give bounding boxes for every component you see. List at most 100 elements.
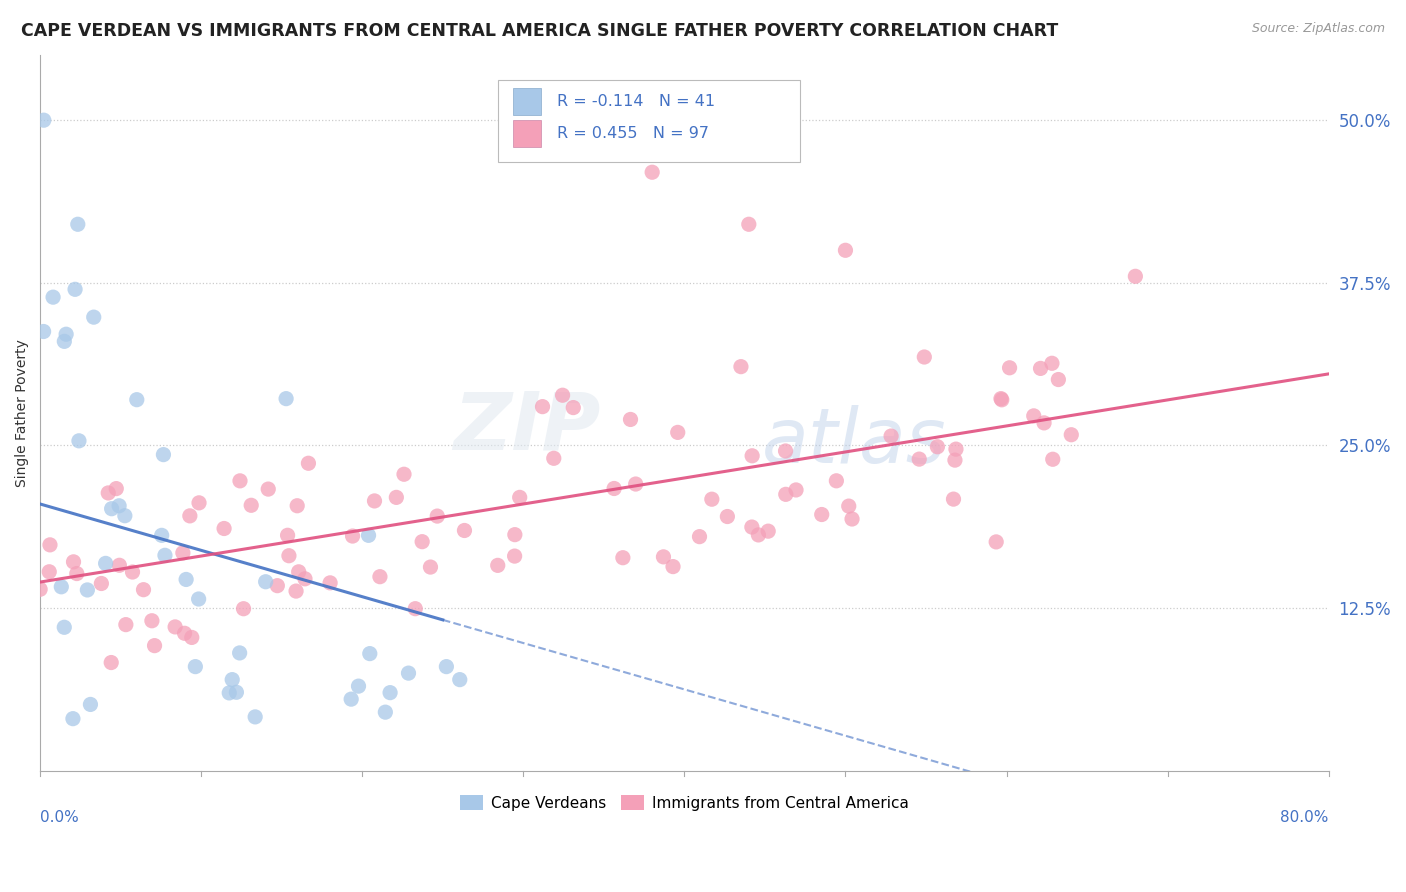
Point [398, 666, 420, 681]
Point [62, 712, 84, 726]
Point [666, 425, 689, 440]
Point [942, 492, 965, 507]
Point [741, 449, 763, 463]
Point [229, 474, 252, 488]
Point [39, 538, 62, 552]
Text: ZIP: ZIP [453, 388, 600, 467]
Point [652, 549, 675, 564]
Point [357, 528, 380, 542]
Point [756, 524, 779, 538]
Point [363, 494, 385, 508]
Point [285, 499, 308, 513]
Point [825, 474, 848, 488]
Point [385, 491, 408, 505]
Point [67, 434, 90, 448]
Point [94, 557, 117, 571]
Point [63, 282, 86, 296]
Point [53, 620, 76, 634]
Point [174, 573, 197, 587]
Text: R = -0.114   N = 41: R = -0.114 N = 41 [557, 95, 714, 109]
Point [240, 498, 263, 512]
Point [662, 559, 685, 574]
Point [90, 576, 112, 591]
Point [943, 453, 966, 467]
Point [374, 705, 396, 719]
Point [141, 614, 163, 628]
Point [165, 620, 187, 634]
Point [180, 631, 202, 645]
Point [1125, 269, 1147, 284]
Y-axis label: Single Father Poverty: Single Father Poverty [15, 339, 30, 487]
Point [359, 647, 381, 661]
Point [76, 582, 98, 597]
Point [53, 334, 76, 349]
Point [378, 686, 401, 700]
Point [218, 686, 240, 700]
Point [503, 527, 526, 541]
Point [991, 392, 1014, 407]
Point [257, 482, 280, 496]
Point [232, 601, 254, 615]
Point [225, 685, 247, 699]
Point [486, 558, 509, 573]
Point [619, 412, 641, 426]
Point [1060, 427, 1083, 442]
Point [908, 452, 931, 467]
Point [114, 508, 136, 523]
Point [562, 401, 585, 415]
Point [212, 521, 235, 535]
Point [880, 429, 903, 443]
Point [277, 549, 299, 563]
Point [1029, 361, 1052, 376]
Point [108, 558, 131, 573]
Point [1047, 372, 1070, 386]
Point [66, 566, 89, 581]
Point [132, 582, 155, 597]
Point [285, 584, 308, 599]
Point [834, 244, 856, 258]
Text: R = 0.455   N = 97: R = 0.455 N = 97 [557, 127, 709, 141]
Point [97, 486, 120, 500]
Point [100, 656, 122, 670]
Point [83, 310, 105, 325]
Point [912, 350, 935, 364]
Point [368, 570, 391, 584]
Point [434, 659, 457, 673]
Point [152, 448, 174, 462]
Point [172, 546, 194, 560]
Point [287, 565, 309, 579]
Point [125, 392, 148, 407]
FancyBboxPatch shape [513, 88, 541, 115]
Point [1022, 409, 1045, 423]
Point [42, 290, 65, 304]
Point [747, 528, 769, 542]
Point [411, 534, 433, 549]
Point [986, 535, 1008, 549]
Point [100, 501, 122, 516]
Point [294, 572, 316, 586]
Point [347, 679, 370, 693]
Point [841, 512, 863, 526]
FancyBboxPatch shape [498, 80, 800, 162]
Point [1040, 356, 1063, 370]
Point [426, 509, 449, 524]
Point [254, 574, 277, 589]
Point [62, 555, 84, 569]
Point [716, 509, 738, 524]
Text: 0.0%: 0.0% [41, 810, 79, 825]
Point [641, 165, 664, 179]
Point [277, 528, 299, 542]
Point [319, 575, 342, 590]
Point [187, 592, 209, 607]
Point [143, 639, 166, 653]
Point [775, 444, 797, 458]
Point [810, 508, 832, 522]
FancyBboxPatch shape [513, 120, 541, 147]
Point [115, 617, 138, 632]
Point [108, 499, 131, 513]
Point [153, 549, 176, 563]
Text: CAPE VERDEAN VS IMMIGRANTS FROM CENTRAL AMERICA SINGLE FATHER POVERTY CORRELATIO: CAPE VERDEAN VS IMMIGRANTS FROM CENTRAL … [21, 22, 1059, 40]
Point [449, 673, 471, 687]
Point [945, 442, 967, 457]
Point [1033, 416, 1056, 430]
